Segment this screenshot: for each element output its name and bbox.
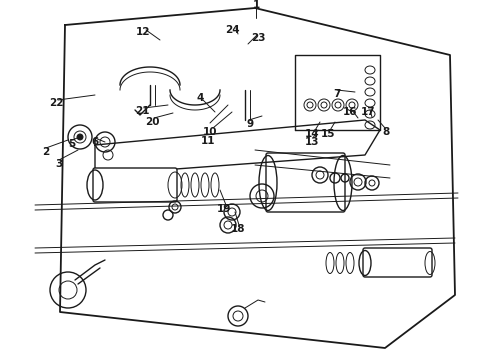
Text: 8: 8 [382, 127, 390, 137]
Text: 19: 19 [217, 204, 231, 214]
Text: 18: 18 [231, 224, 245, 234]
FancyBboxPatch shape [363, 248, 432, 277]
Text: 21: 21 [135, 106, 149, 116]
Text: 13: 13 [305, 137, 319, 147]
Text: 16: 16 [343, 107, 357, 117]
FancyBboxPatch shape [93, 168, 177, 202]
Text: 7: 7 [333, 89, 341, 99]
Text: 5: 5 [69, 139, 75, 149]
Text: 9: 9 [246, 119, 253, 129]
Text: 3: 3 [55, 159, 63, 169]
Text: 20: 20 [145, 117, 159, 127]
Text: 24: 24 [225, 25, 239, 35]
Text: 10: 10 [203, 127, 217, 137]
Text: 11: 11 [201, 136, 215, 146]
Text: 6: 6 [91, 137, 98, 147]
Circle shape [77, 134, 83, 140]
Text: 2: 2 [42, 147, 49, 157]
Text: 12: 12 [136, 27, 150, 37]
Text: 22: 22 [49, 98, 63, 108]
Text: 14: 14 [305, 129, 319, 139]
Text: 15: 15 [321, 129, 335, 139]
Text: 17: 17 [361, 107, 375, 117]
Text: 4: 4 [196, 93, 204, 103]
Text: 1: 1 [252, 0, 260, 10]
Text: 23: 23 [251, 33, 265, 43]
